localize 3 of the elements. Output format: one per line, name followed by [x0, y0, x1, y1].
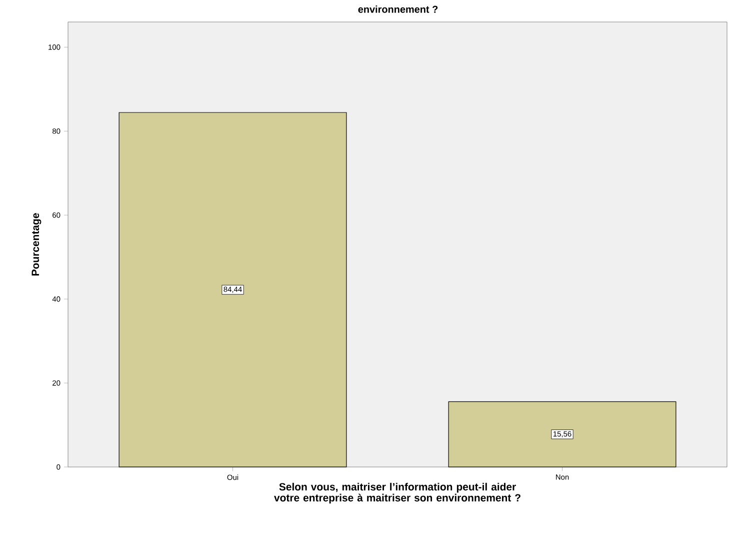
x-axis-title: Selon vous, maitriser l’information peut-il aider votre entreprise à maitriser son environnement ?	[274, 482, 520, 504]
chart-title: environnement ?	[358, 6, 438, 13]
y-axis-title: Pourcentage	[32, 213, 42, 276]
